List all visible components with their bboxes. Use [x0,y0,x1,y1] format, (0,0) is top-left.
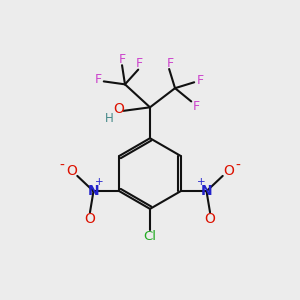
Text: -: - [59,159,64,172]
Text: F: F [167,57,174,70]
Text: +: + [197,177,206,187]
Text: F: F [136,57,143,70]
Text: O: O [66,164,77,178]
Text: O: O [205,212,215,226]
Text: N: N [88,184,99,198]
Text: N: N [201,184,212,198]
Text: F: F [94,74,101,86]
Text: O: O [223,164,234,178]
Text: F: F [118,53,126,66]
Text: +: + [94,177,103,187]
Text: F: F [196,74,204,87]
Text: H: H [105,112,114,125]
Text: -: - [236,159,241,172]
Text: F: F [193,100,200,113]
Text: Cl: Cl [143,230,157,243]
Text: O: O [114,102,124,116]
Text: O: O [85,212,95,226]
